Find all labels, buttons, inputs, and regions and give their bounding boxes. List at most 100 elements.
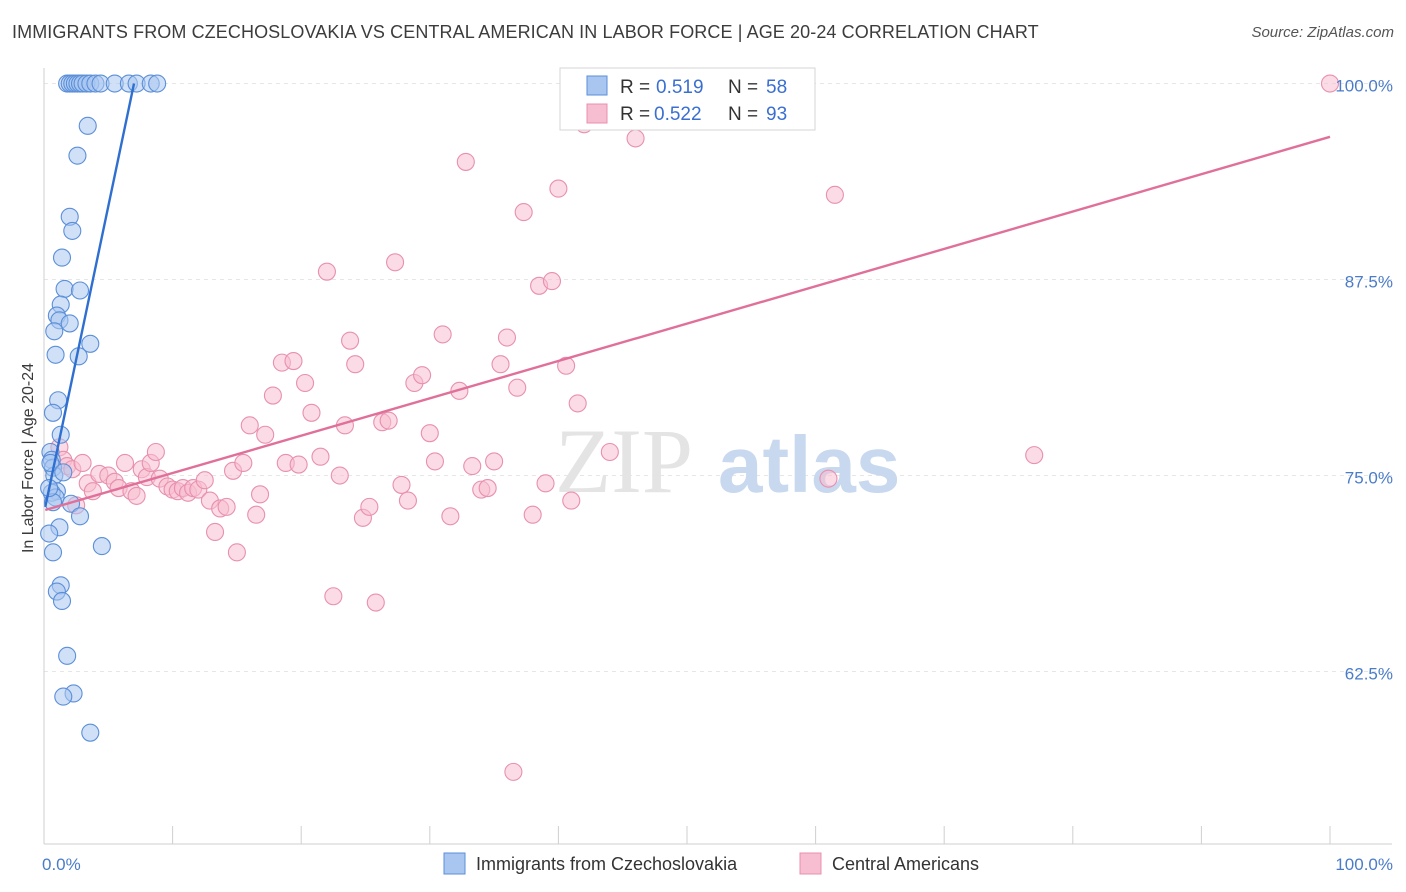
pink-data-point: [420, 424, 439, 443]
x-tick-label: 100.0%: [1335, 855, 1393, 874]
pink-data-point: [456, 152, 475, 171]
pink-data-point: [146, 442, 165, 462]
pink-data-point: [205, 522, 225, 542]
pink-data-point: [73, 453, 92, 473]
legend-r-label-1: R =: [620, 77, 650, 98]
pink-data-point: [425, 452, 444, 471]
legend-n-label-2: N =: [728, 104, 758, 125]
trend-lines: [44, 83, 1331, 512]
pink-data-point: [227, 543, 246, 562]
pink-data-point: [360, 497, 379, 516]
source-credit: Source: ZipAtlas.com: [1251, 24, 1394, 41]
blue-data-point: [78, 116, 97, 135]
pink-data-point: [463, 457, 482, 476]
bottom-legend-label-1: Immigrants from Czechoslovakia: [476, 854, 738, 874]
blue-data-point: [81, 723, 100, 742]
pink-data-point: [289, 455, 308, 474]
pink-data-point: [217, 497, 236, 516]
pink-trend-line: [44, 135, 1331, 512]
pink-data-point: [302, 403, 321, 422]
central-americans-points: [50, 74, 1340, 781]
bottom-legend-label-2: Central Americans: [832, 854, 979, 874]
legend-n-value-2: 93: [766, 104, 787, 125]
y-tick-label: 87.5%: [1345, 273, 1393, 292]
y-axis-label: In Labor Force | Age 20-24: [20, 363, 37, 553]
blue-data-point: [60, 314, 79, 333]
y-tick-label: 62.5%: [1345, 665, 1393, 684]
gridlines: [44, 83, 1392, 673]
series-legend: Immigrants from Czechoslovakia Central A…: [443, 852, 979, 875]
blue-data-point: [55, 279, 74, 298]
blue-data-point: [92, 537, 111, 556]
pink-data-point: [562, 491, 581, 510]
pink-data-point: [311, 447, 330, 466]
czechoslovakia-points: [40, 74, 167, 742]
pink-data-point: [626, 129, 645, 148]
pink-data-point: [115, 453, 135, 473]
pink-data-point: [240, 416, 259, 435]
legend-r-value-2: 0.522: [654, 104, 702, 125]
blue-trend-line: [44, 83, 136, 508]
bottom-legend-swatch-pink: [799, 852, 822, 875]
pink-data-point: [341, 331, 360, 350]
pink-data-point: [497, 328, 517, 347]
pink-data-point: [392, 475, 411, 494]
blue-data-point: [148, 74, 167, 93]
x-tick-label: 0.0%: [42, 855, 81, 874]
pink-data-point: [491, 355, 510, 374]
pink-data-point: [549, 179, 568, 198]
pink-data-point: [256, 425, 275, 444]
x-tick-labels: 0.0% 100.0%: [42, 855, 1393, 874]
watermark: ZIP atlas: [555, 410, 900, 512]
pink-data-point: [568, 394, 587, 413]
pink-data-point: [508, 378, 527, 397]
pink-data-point: [478, 479, 497, 498]
blue-data-point: [52, 591, 72, 611]
legend-swatch-pink: [586, 103, 608, 124]
pink-data-point: [330, 466, 349, 485]
blue-data-point: [54, 463, 73, 482]
pink-data-point: [825, 185, 844, 204]
pink-data-point: [441, 507, 460, 526]
watermark-atlas: atlas: [718, 420, 900, 509]
legend-n-value-1: 58: [766, 77, 787, 98]
blue-data-point: [70, 281, 90, 300]
pink-data-point: [324, 587, 343, 606]
pink-data-point: [366, 593, 385, 612]
blue-data-point: [63, 221, 82, 240]
blue-data-point: [68, 146, 87, 165]
stats-legend: R = 0.519 N = 58 R = 0.522 N = 93: [559, 67, 816, 131]
blue-data-point: [43, 543, 63, 562]
legend-r-label-2: R =: [620, 104, 650, 125]
blue-data-point: [45, 322, 64, 341]
blue-data-point: [40, 524, 59, 543]
pink-data-point: [536, 474, 555, 493]
pink-data-point: [250, 485, 270, 504]
pink-data-point: [398, 491, 417, 510]
pink-data-point: [413, 366, 432, 385]
pink-data-point: [346, 355, 365, 374]
blue-data-point: [58, 646, 77, 665]
pink-data-point: [296, 373, 315, 393]
pink-data-point: [195, 471, 214, 490]
y-tick-label: 75.0%: [1345, 469, 1393, 488]
chart-title: IMMIGRANTS FROM CZECHOSLOVAKIA VS CENTRA…: [12, 22, 1039, 42]
pink-data-point: [433, 325, 452, 344]
blue-data-point: [81, 334, 100, 353]
pink-data-point: [1025, 446, 1044, 465]
pink-data-point: [485, 452, 504, 471]
bottom-legend-swatch-blue: [443, 852, 466, 875]
pink-data-point: [386, 253, 405, 272]
pink-data-point: [542, 272, 562, 291]
pink-data-point: [317, 262, 336, 281]
blue-data-point: [46, 345, 65, 364]
blue-data-point: [54, 687, 73, 706]
pink-data-point: [284, 352, 303, 371]
legend-swatch-blue: [586, 75, 608, 96]
pink-data-point: [127, 486, 146, 505]
pink-data-point: [1320, 74, 1340, 93]
pink-data-point: [379, 411, 398, 430]
pink-data-point: [263, 386, 282, 405]
pink-data-point: [247, 505, 266, 524]
pink-data-point: [600, 442, 619, 462]
